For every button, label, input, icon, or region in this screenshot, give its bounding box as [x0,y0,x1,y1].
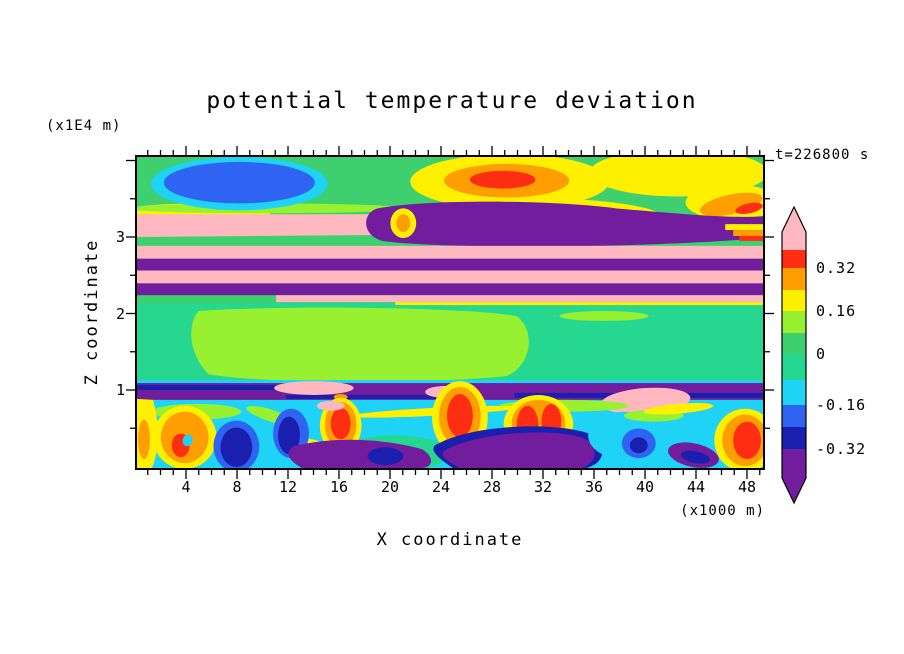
mid-layer [137,307,763,384]
mixed-layer [137,381,763,468]
colorbar-arrow [782,478,806,503]
x-tick-label: 8 [232,478,242,496]
x-tick-label: 32 [533,478,553,496]
colorbar-segment [782,427,806,449]
time-label: t=226800 s [775,147,870,163]
x-tick-label: 36 [584,478,604,496]
y-tick-label: 2 [115,304,125,323]
warm-plume [447,393,473,438]
cold-anomaly-blob [163,161,315,204]
colorbar [781,205,807,505]
colorbar-segment [782,232,806,250]
colorbar-segment [782,380,806,405]
x-tick-label: 24 [431,478,451,496]
x-tick-label: 20 [380,478,400,496]
colorbar-segment [782,449,806,478]
warm-anomaly-core [469,170,536,189]
y-axis-unit-label: (x1E4 m) [46,118,122,134]
colorbar-tick-label: 0.16 [816,302,857,320]
x-tick-label: 28 [482,478,502,496]
colorbar-segment [782,268,806,290]
contour-field [137,157,763,468]
colorbar-segment [782,333,806,354]
x-axis-title: X coordinate [376,530,524,550]
layered-bands [137,201,763,306]
colorbar-segment [782,250,806,268]
y-tick-label: 1 [115,381,125,399]
colorbar-segment [782,311,806,333]
colorbar-segment [782,290,806,311]
plot-area [135,155,765,470]
upper-layer-anomalies [137,157,763,222]
y-tick-label: 3 [115,228,125,246]
x-tick-label: 44 [686,478,706,496]
x-axis-unit-label: (x1000 m) [680,503,765,519]
x-tick-label: 16 [329,478,349,496]
colorbar-tick-label: 0.32 [816,259,857,277]
colorbar-tick-label: -0.32 [816,440,867,458]
x-tick-label: 48 [737,478,757,496]
colorbar-tick-label: -0.16 [816,396,867,414]
colorbar-segment [782,354,806,380]
colorbar-tick-label: 0 [816,345,827,363]
colorbar-arrow [782,207,806,232]
colorbar-outline [781,205,807,505]
x-tick-label: 12 [278,478,298,496]
chart-title: potential temperature deviation [206,88,698,114]
colorbar-segment [782,405,806,427]
x-tick-label: 40 [635,478,655,496]
x-tick-label: 4 [181,478,191,496]
